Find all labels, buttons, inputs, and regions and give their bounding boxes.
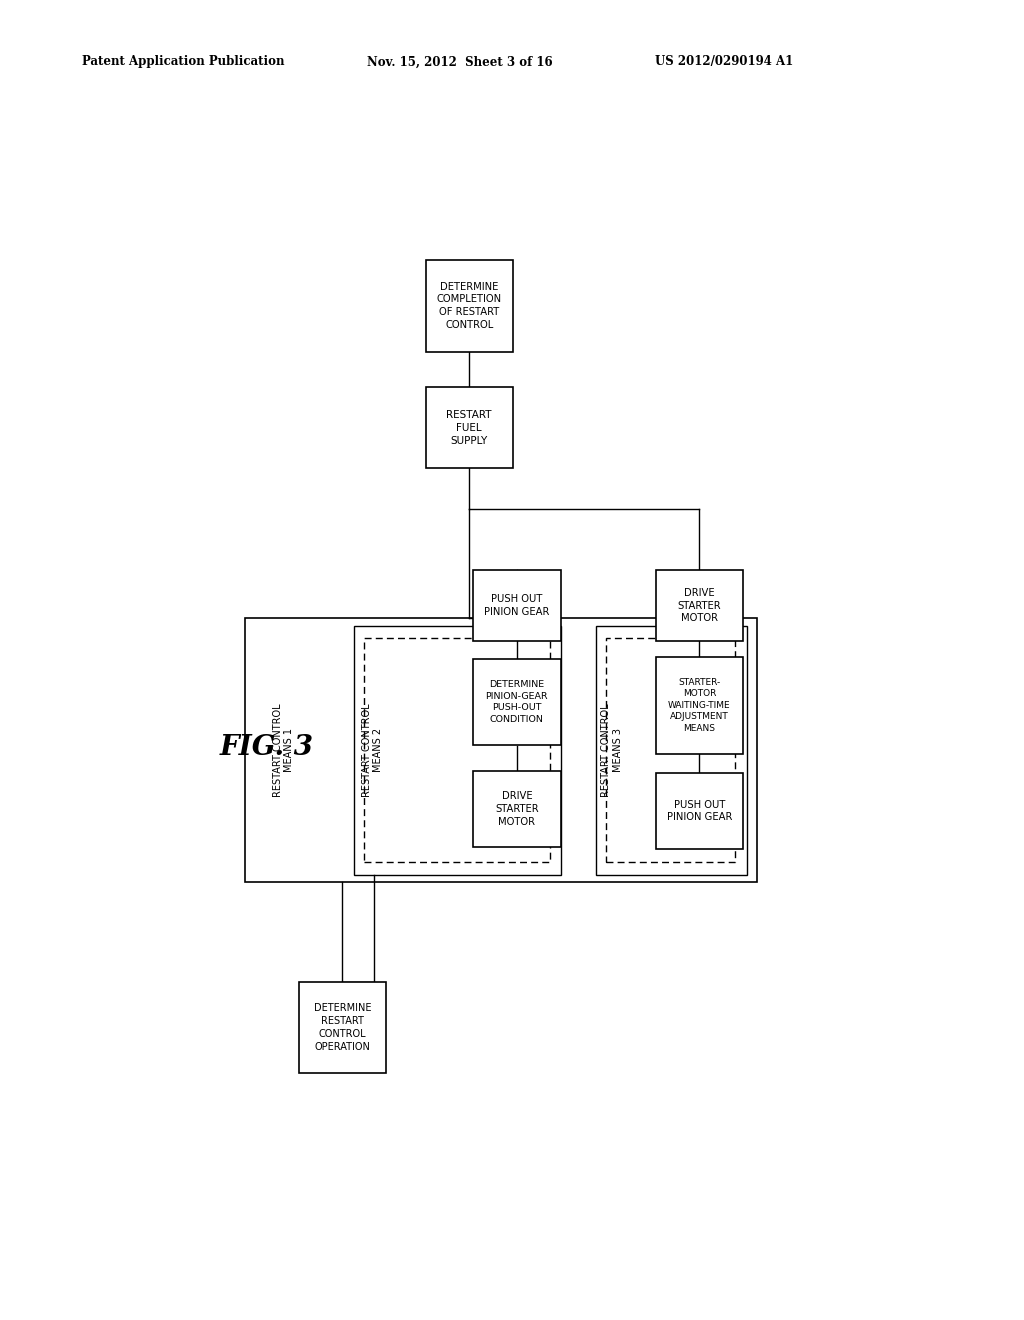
Text: Nov. 15, 2012  Sheet 3 of 16: Nov. 15, 2012 Sheet 3 of 16 — [367, 55, 552, 69]
Text: RESTART
FUEL
SUPPLY: RESTART FUEL SUPPLY — [446, 411, 492, 446]
Text: DETERMINE
PINION-GEAR
PUSH-OUT
CONDITION: DETERMINE PINION-GEAR PUSH-OUT CONDITION — [485, 681, 548, 723]
Bar — [596, 626, 748, 875]
Text: STARTER-
MOTOR
WAITING-TIME
ADJUSTMENT
MEANS: STARTER- MOTOR WAITING-TIME ADJUSTMENT M… — [668, 678, 731, 733]
Text: FIG. 3: FIG. 3 — [220, 734, 314, 762]
Text: DETERMINE
RESTART
CONTROL
OPERATION: DETERMINE RESTART CONTROL OPERATION — [313, 1003, 371, 1052]
Text: DRIVE
STARTER
MOTOR: DRIVE STARTER MOTOR — [678, 587, 721, 623]
Bar — [426, 260, 513, 351]
Bar — [354, 626, 560, 875]
Text: RESTART CONTROL
MEANS 1: RESTART CONTROL MEANS 1 — [272, 704, 294, 797]
Bar — [426, 387, 513, 469]
Bar — [655, 657, 743, 754]
Text: Patent Application Publication: Patent Application Publication — [82, 55, 285, 69]
Text: DRIVE
STARTER
MOTOR: DRIVE STARTER MOTOR — [495, 791, 539, 826]
Bar — [606, 638, 735, 862]
Bar — [473, 659, 560, 746]
Text: DETERMINE
COMPLETION
OF RESTART
CONTROL: DETERMINE COMPLETION OF RESTART CONTROL — [436, 281, 502, 330]
Text: US 2012/0290194 A1: US 2012/0290194 A1 — [655, 55, 794, 69]
Bar — [365, 638, 550, 862]
Bar — [655, 772, 743, 849]
Bar — [655, 570, 743, 642]
Text: PUSH OUT
PINION GEAR: PUSH OUT PINION GEAR — [484, 594, 550, 616]
Bar — [299, 982, 386, 1073]
Bar — [473, 771, 560, 847]
Text: RESTART CONTROL
MEANS 2: RESTART CONTROL MEANS 2 — [361, 704, 383, 797]
Bar — [246, 618, 758, 882]
Text: PUSH OUT
PINION GEAR: PUSH OUT PINION GEAR — [667, 800, 732, 822]
Text: RESTART CONTROL
MEANS 3: RESTART CONTROL MEANS 3 — [601, 704, 623, 797]
Bar — [473, 570, 560, 642]
